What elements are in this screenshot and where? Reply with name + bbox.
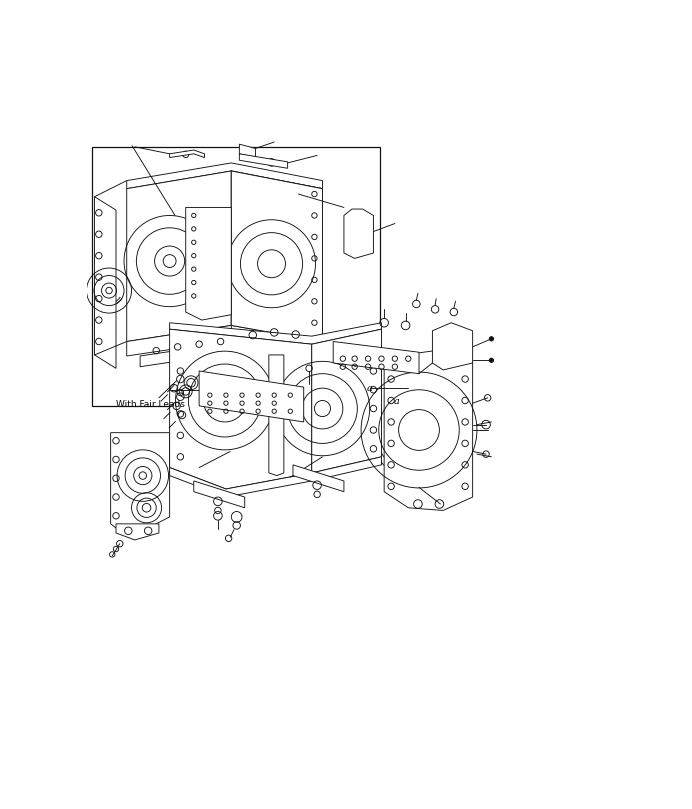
Polygon shape bbox=[127, 171, 231, 341]
Polygon shape bbox=[199, 371, 304, 422]
Polygon shape bbox=[344, 209, 374, 258]
Polygon shape bbox=[311, 329, 381, 473]
Bar bbox=[92, 146, 381, 406]
Polygon shape bbox=[239, 144, 255, 158]
Polygon shape bbox=[269, 355, 284, 476]
Polygon shape bbox=[170, 323, 381, 344]
Polygon shape bbox=[170, 457, 381, 497]
Polygon shape bbox=[231, 171, 322, 341]
Circle shape bbox=[489, 358, 493, 362]
Polygon shape bbox=[111, 433, 170, 536]
Polygon shape bbox=[334, 341, 419, 374]
Polygon shape bbox=[185, 207, 231, 320]
Polygon shape bbox=[127, 163, 322, 188]
Text: With Fair Leads: With Fair Leads bbox=[116, 400, 185, 409]
Polygon shape bbox=[170, 329, 311, 489]
Polygon shape bbox=[95, 197, 116, 368]
Polygon shape bbox=[293, 465, 344, 492]
Circle shape bbox=[489, 337, 493, 341]
Text: a: a bbox=[394, 396, 399, 405]
Polygon shape bbox=[231, 171, 322, 341]
Polygon shape bbox=[140, 340, 248, 366]
Polygon shape bbox=[116, 524, 159, 540]
Polygon shape bbox=[127, 325, 231, 356]
Polygon shape bbox=[194, 481, 245, 508]
Polygon shape bbox=[170, 150, 205, 158]
Polygon shape bbox=[239, 154, 288, 168]
Polygon shape bbox=[432, 323, 473, 370]
Text: a: a bbox=[367, 383, 372, 392]
Polygon shape bbox=[384, 349, 473, 510]
